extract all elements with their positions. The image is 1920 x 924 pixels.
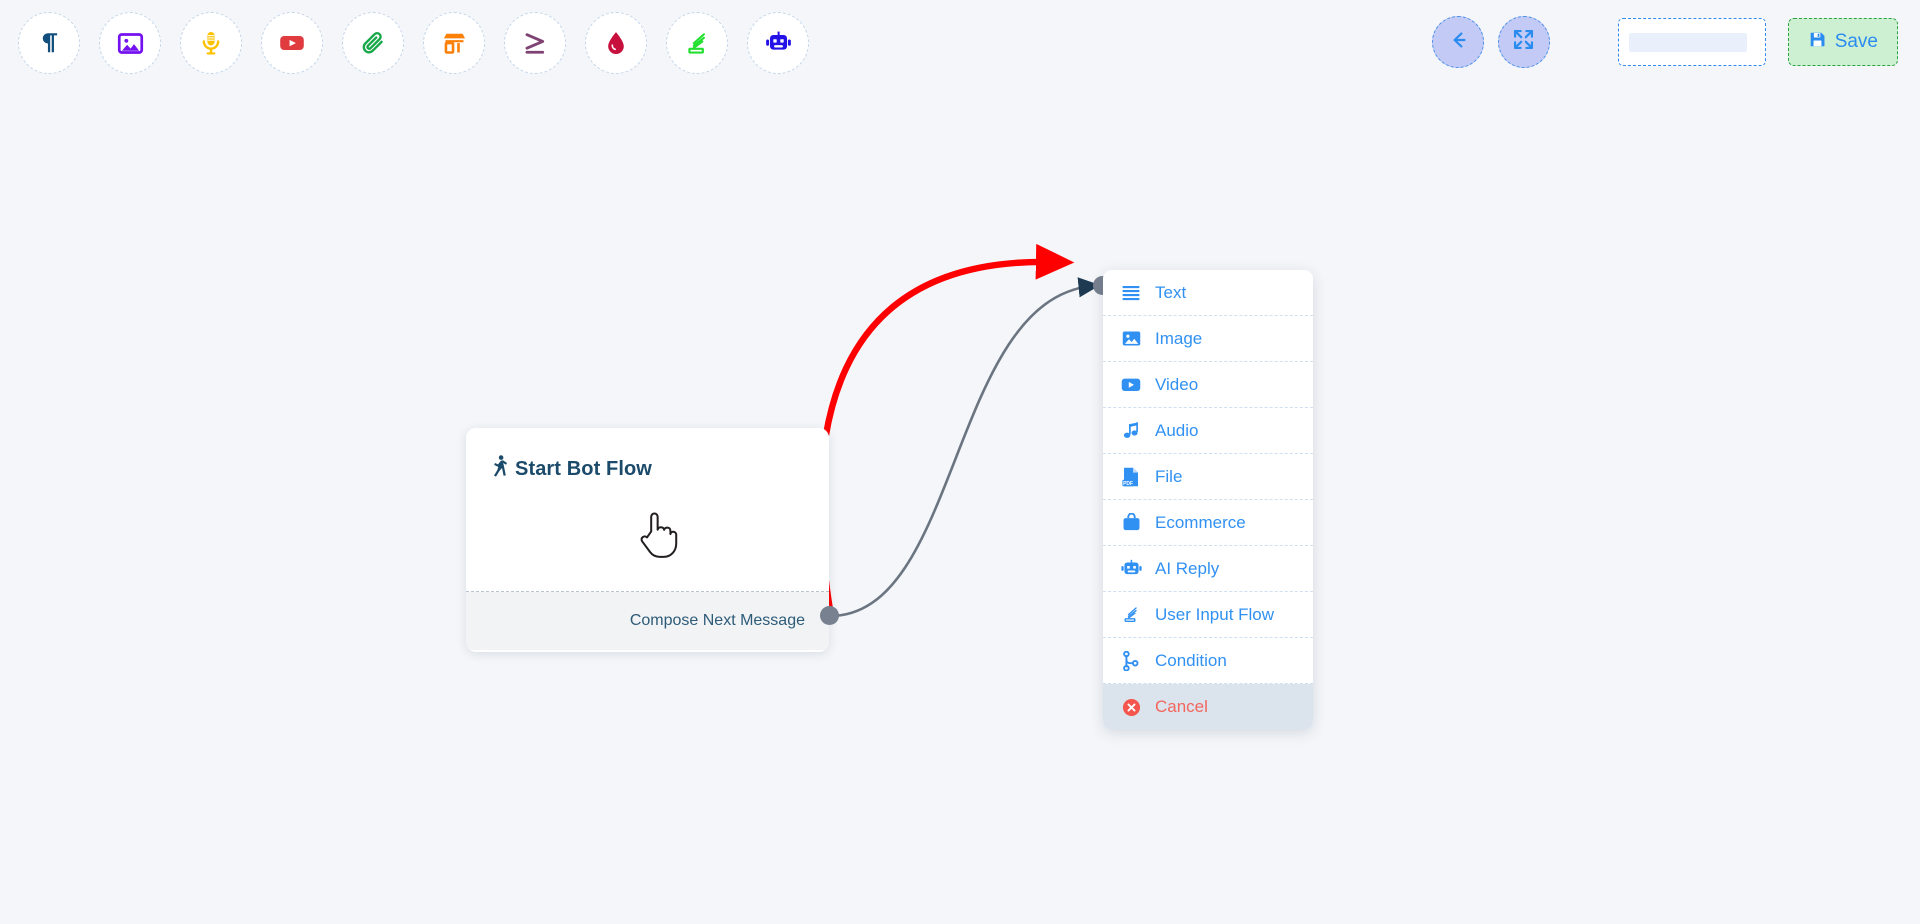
save-button[interactable]: Save	[1787, 18, 1898, 66]
user-input-icon	[1120, 605, 1142, 624]
menu-item-label: AI Reply	[1155, 558, 1220, 578]
text-icon	[36, 30, 62, 56]
menu-item-text[interactable]: Text	[1103, 270, 1313, 316]
menu-item-user-input-flow[interactable]: User Input Flow	[1103, 592, 1313, 638]
svg-text:PDF: PDF	[1123, 480, 1133, 486]
image-icon	[1120, 329, 1142, 348]
text-lines-icon	[1120, 284, 1142, 302]
toolbar-image-button[interactable]	[99, 12, 161, 74]
node-output-handle[interactable]	[820, 606, 839, 625]
briefcase-icon	[1120, 513, 1142, 532]
top-right-controls: Save	[1431, 11, 1898, 73]
start-bot-flow-node[interactable]: Start Bot Flow Compose Next Message	[466, 428, 829, 652]
menu-item-file[interactable]: PDF File	[1103, 454, 1313, 500]
video-play-icon	[1120, 376, 1142, 394]
edge-connector-gray	[829, 277, 1101, 618]
node-type-toolbar	[0, 0, 1920, 86]
input-placeholder-bar	[1628, 32, 1747, 52]
toolbar-file-button[interactable]	[342, 12, 404, 74]
paperclip-icon	[360, 30, 387, 57]
branch-icon	[1120, 650, 1142, 671]
menu-item-ai-reply[interactable]: AI Reply	[1103, 546, 1313, 592]
pdf-file-icon: PDF	[1120, 467, 1142, 487]
toolbar-ecommerce-button[interactable]	[423, 12, 485, 74]
robot-icon	[765, 30, 792, 57]
floppy-disk-icon	[1808, 30, 1827, 54]
menu-item-label: File	[1155, 466, 1183, 486]
toolbar-condition-button[interactable]	[504, 12, 566, 74]
compose-next-message-label[interactable]: Compose Next Message	[629, 612, 805, 629]
menu-item-label: Condition	[1155, 650, 1227, 670]
menu-item-ecommerce[interactable]: Ecommerce	[1103, 500, 1313, 546]
cancel-circle-icon	[1120, 698, 1142, 717]
youtube-icon	[278, 29, 306, 57]
menu-item-label: Image	[1155, 328, 1203, 348]
menu-item-cancel[interactable]: Cancel	[1103, 684, 1313, 730]
image-icon	[117, 30, 144, 57]
toolbar-audio-button[interactable]	[180, 12, 242, 74]
node-type-menu[interactable]: Text Image Video	[1103, 270, 1313, 730]
node-footer: Compose Next Message	[466, 592, 829, 650]
microphone-icon	[198, 30, 224, 56]
back-arrow-icon	[1446, 28, 1470, 57]
music-note-icon	[1120, 421, 1142, 440]
menu-item-video[interactable]: Video	[1103, 362, 1313, 408]
node-title-text: Start Bot Flow	[515, 457, 652, 480]
fit-view-icon	[1512, 28, 1535, 56]
annotation-arrow-red	[817, 243, 1075, 620]
toolbar-ai-reply-button[interactable]	[747, 12, 809, 74]
menu-item-label: Cancel	[1155, 697, 1208, 716]
menu-item-label: Text	[1155, 282, 1187, 302]
toolbar-user-input-button[interactable]	[666, 12, 728, 74]
store-icon	[441, 30, 468, 57]
menu-item-condition[interactable]: Condition	[1103, 638, 1313, 684]
menu-item-audio[interactable]: Audio	[1103, 408, 1313, 454]
toolbar-text-button[interactable]	[18, 12, 80, 74]
node-title: Start Bot Flow	[491, 455, 652, 483]
menu-item-label: Audio	[1155, 420, 1199, 440]
fit-view-button[interactable]	[1497, 16, 1550, 68]
menu-item-label: User Input Flow	[1155, 604, 1275, 624]
menu-item-image[interactable]: Image	[1103, 316, 1313, 362]
blood-drop-icon	[603, 30, 629, 56]
toolbar-blood-drop-button[interactable]	[585, 12, 647, 74]
flow-title-input[interactable]	[1617, 18, 1766, 66]
user-input-icon	[684, 30, 710, 56]
node-body: Start Bot Flow	[466, 428, 829, 592]
condition-icon	[522, 30, 549, 57]
toolbar-video-button[interactable]	[261, 12, 323, 74]
back-button[interactable]	[1431, 16, 1484, 68]
save-button-label: Save	[1834, 31, 1878, 52]
menu-item-label: Ecommerce	[1155, 512, 1246, 532]
menu-item-label: Video	[1155, 374, 1199, 394]
robot-icon	[1120, 559, 1142, 579]
walking-person-icon	[491, 455, 509, 483]
